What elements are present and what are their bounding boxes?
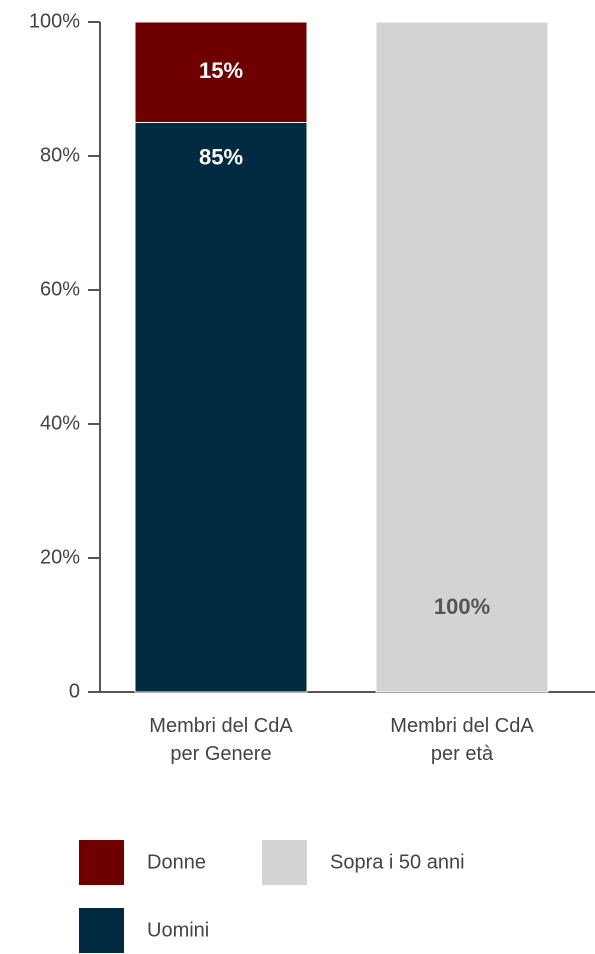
- legend-label: Sopra i 50 anni: [330, 851, 465, 873]
- x-tick-label: Membri del CdA per età: [390, 715, 534, 765]
- legend-swatch: [79, 908, 124, 953]
- y-tick-label: 0: [69, 680, 80, 702]
- value-label: 100%: [434, 594, 490, 619]
- value-label: 85%: [199, 144, 243, 169]
- y-tick-label: 100%: [29, 10, 80, 32]
- bar-segment: [134, 21, 308, 123]
- y-tick-label: 80%: [40, 144, 80, 166]
- y-tick-label: 60%: [40, 278, 80, 300]
- bar-segment: [134, 122, 308, 693]
- value-label: 15%: [199, 58, 243, 83]
- legend-label: Donne: [147, 851, 206, 873]
- bar-segment: [375, 21, 549, 693]
- x-tick-label: Membri del CdA per Genere: [149, 715, 293, 765]
- y-tick-label: 40%: [40, 412, 80, 434]
- legend-swatch: [262, 840, 307, 885]
- legend-label: Uomini: [147, 919, 209, 941]
- y-tick-label: 20%: [40, 546, 80, 568]
- legend-swatch: [79, 840, 124, 885]
